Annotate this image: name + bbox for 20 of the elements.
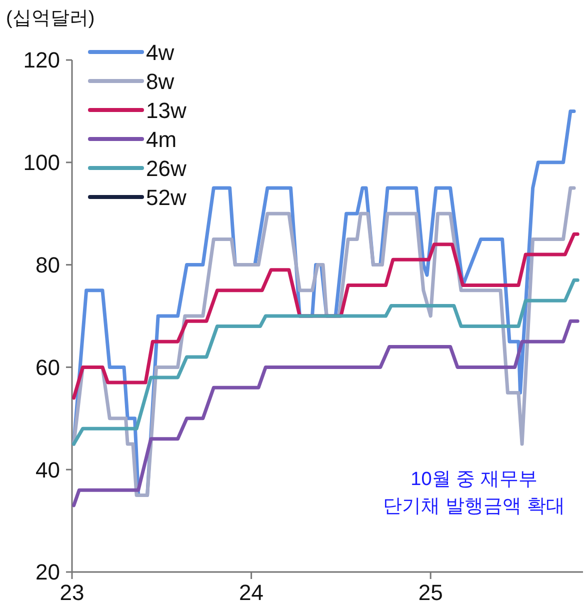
y-tick-label: 40 bbox=[36, 457, 60, 482]
legend-label: 4m bbox=[146, 127, 177, 152]
y-tick-label: 20 bbox=[36, 560, 60, 585]
line-series bbox=[72, 186, 576, 497]
y-tick-label: 120 bbox=[23, 48, 60, 73]
legend-label: 52w bbox=[146, 185, 186, 210]
x-tick-label: 24 bbox=[239, 580, 264, 605]
legend-label: 13w bbox=[146, 98, 186, 123]
y-tick-label: 100 bbox=[23, 150, 60, 176]
x-tick-label: 25 bbox=[418, 580, 443, 605]
line-series bbox=[72, 232, 580, 400]
annotation: 10월 중 재무부 단기채 발행금액 확대 bbox=[383, 469, 565, 517]
legend-label: 26w bbox=[146, 156, 186, 181]
y-tick-label: 60 bbox=[36, 354, 60, 380]
legend-label: 8w bbox=[146, 69, 174, 94]
x-tick-label: 23 bbox=[60, 580, 84, 605]
y-axis-title: (십억달러) bbox=[6, 8, 95, 29]
y-tick-label: 80 bbox=[36, 252, 60, 278]
line-series bbox=[72, 278, 580, 446]
legend-label: 4w bbox=[146, 40, 174, 65]
